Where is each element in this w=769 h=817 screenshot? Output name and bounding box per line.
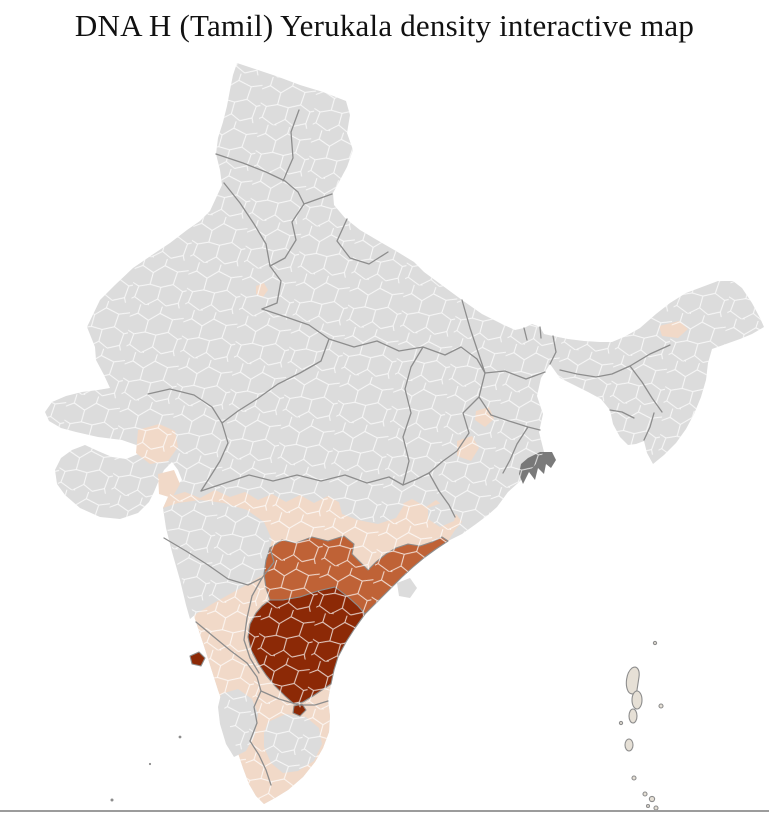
nicobar-island: [648, 795, 656, 803]
high-density-detached-west: [189, 651, 206, 667]
middle-andaman-island: [631, 690, 643, 710]
nicobar-island: [642, 791, 648, 797]
nicobar-island: [645, 803, 651, 809]
map-title: DNA H (Tamil) Yerukala density interacti…: [74, 8, 695, 43]
andaman-nicobar-islands[interactable]: [618, 640, 664, 811]
state-borders: [147, 109, 671, 786]
no-data-krishna-delta: [397, 578, 417, 598]
south-andaman-island: [628, 708, 638, 724]
little-andaman-island: [624, 738, 634, 752]
north-andaman-island: [625, 666, 640, 695]
bottom-divider: [0, 810, 769, 812]
lakshadweep-islands[interactable]: [110, 735, 182, 802]
